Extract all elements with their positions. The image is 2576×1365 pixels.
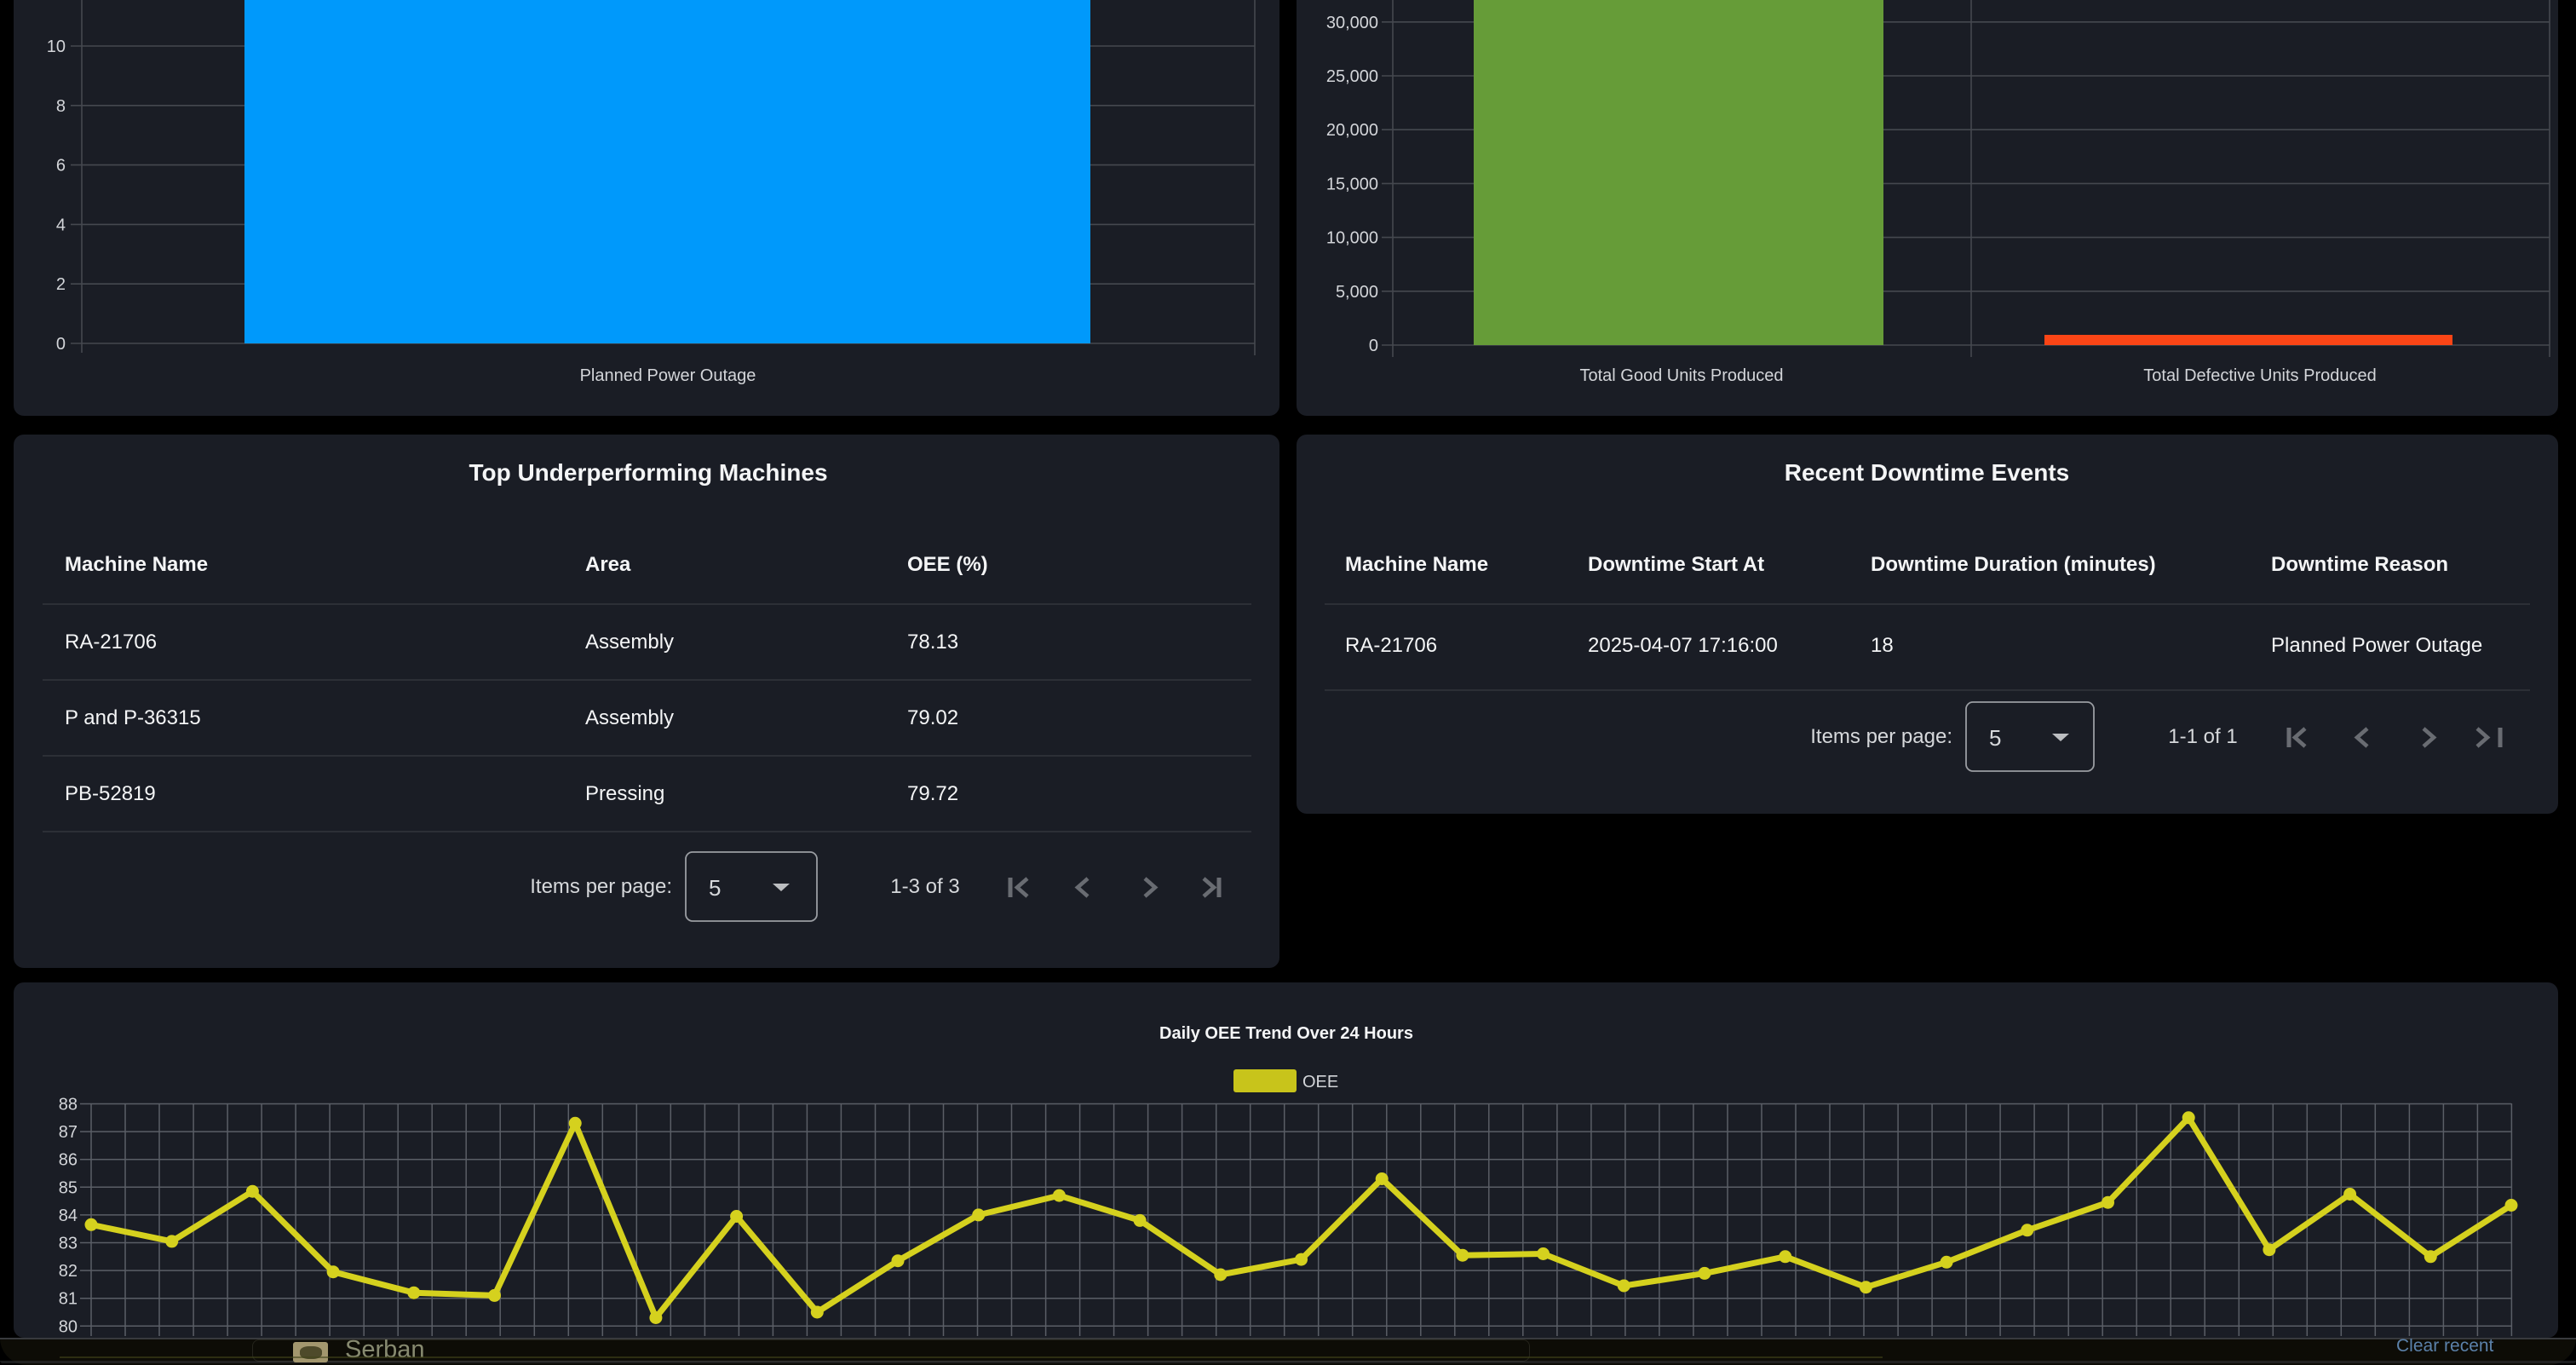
svg-text:18: 18	[1871, 634, 1894, 657]
svg-text:79.72: 79.72	[907, 782, 958, 805]
svg-text:Planned Power Outage: Planned Power Outage	[580, 366, 756, 385]
svg-text:P and P-36315: P and P-36315	[65, 706, 201, 729]
svg-text:OEE (%): OEE (%)	[907, 553, 988, 576]
svg-text:2: 2	[56, 275, 66, 294]
svg-text:Machine Name: Machine Name	[65, 553, 208, 576]
svg-text:87: 87	[59, 1123, 78, 1142]
svg-text:79.02: 79.02	[907, 706, 958, 729]
svg-text:15,000: 15,000	[1326, 175, 1378, 193]
svg-text:Total Defective Units Produced: Total Defective Units Produced	[2143, 366, 2376, 385]
svg-text:1-3 of 3: 1-3 of 3	[890, 875, 959, 898]
svg-text:80: 80	[59, 1317, 78, 1336]
svg-text:10,000: 10,000	[1326, 229, 1378, 248]
svg-text:6: 6	[56, 157, 66, 176]
svg-text:8: 8	[56, 97, 66, 116]
svg-text:0: 0	[1369, 337, 1378, 355]
svg-text:5,000: 5,000	[1336, 283, 1378, 302]
svg-text:PB-52819: PB-52819	[65, 782, 156, 805]
svg-text:Recent Downtime Events: Recent Downtime Events	[1785, 459, 2070, 486]
svg-text:Total Good Units Produced: Total Good Units Produced	[1579, 366, 1783, 385]
svg-text:0: 0	[56, 335, 66, 354]
svg-text:86: 86	[59, 1151, 78, 1170]
svg-text:4: 4	[56, 216, 66, 234]
svg-text:Area: Area	[585, 553, 631, 576]
svg-text:Assembly: Assembly	[585, 706, 674, 729]
svg-text:5: 5	[1989, 725, 2001, 751]
svg-text:RA-21706: RA-21706	[1345, 634, 1437, 657]
svg-text:85: 85	[59, 1178, 78, 1197]
svg-text:Machine Name: Machine Name	[1345, 553, 1488, 576]
svg-text:10: 10	[47, 37, 66, 56]
svg-text:88: 88	[59, 1096, 78, 1114]
svg-text:83: 83	[59, 1235, 78, 1253]
svg-text:78.13: 78.13	[907, 631, 958, 654]
svg-text:81: 81	[59, 1290, 78, 1309]
svg-text:20,000: 20,000	[1326, 121, 1378, 140]
svg-text:1-1 of 1: 1-1 of 1	[2168, 725, 2237, 748]
svg-text:Items per page:: Items per page:	[530, 875, 672, 898]
svg-text:25,000: 25,000	[1326, 67, 1378, 86]
svg-text:Top Underperforming Machines: Top Underperforming Machines	[469, 459, 827, 486]
svg-text:5: 5	[709, 875, 721, 901]
svg-text:30,000: 30,000	[1326, 14, 1378, 32]
svg-text:RA-21706: RA-21706	[65, 631, 157, 654]
svg-text:Downtime Start At: Downtime Start At	[1588, 553, 1764, 576]
svg-text:Assembly: Assembly	[585, 631, 674, 654]
svg-text:Pressing: Pressing	[585, 782, 664, 805]
svg-text:82: 82	[59, 1262, 78, 1281]
svg-text:Daily OEE Trend Over 24 Hours: Daily OEE Trend Over 24 Hours	[1159, 1024, 1413, 1043]
svg-text:Planned Power Outage: Planned Power Outage	[2271, 634, 2482, 657]
svg-text:84: 84	[59, 1207, 78, 1225]
svg-text:Downtime Reason: Downtime Reason	[2271, 553, 2448, 576]
svg-text:OEE: OEE	[1302, 1073, 1338, 1091]
svg-text:2025-04-07 17:16:00: 2025-04-07 17:16:00	[1588, 634, 1778, 657]
svg-text:Downtime Duration (minutes): Downtime Duration (minutes)	[1871, 553, 2156, 576]
svg-text:Items per page:: Items per page:	[1810, 725, 1952, 748]
